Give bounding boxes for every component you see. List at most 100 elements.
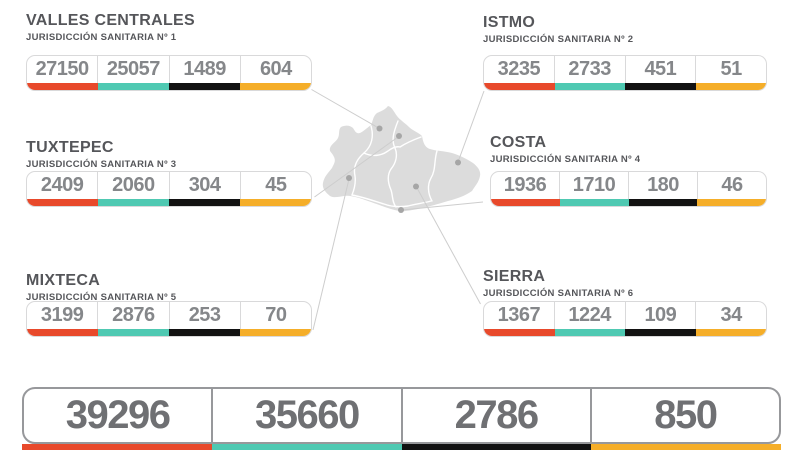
- stat-cell: 70: [241, 302, 311, 329]
- total-cell: 850: [592, 389, 779, 442]
- stat-value: 1367: [497, 304, 541, 326]
- stat-cell: 3235: [484, 56, 555, 83]
- color-strip: [27, 199, 311, 206]
- strip-black: [169, 83, 240, 90]
- strip-teal: [98, 83, 169, 90]
- stat-card: 2409 2060 304 45: [26, 171, 312, 207]
- strip-red: [22, 444, 212, 450]
- stat-value: 51: [720, 58, 743, 80]
- stat-value: 2060: [112, 174, 155, 196]
- strip-teal: [554, 83, 625, 90]
- strip-black: [625, 329, 696, 336]
- stat-cell: 451: [626, 56, 697, 83]
- stat-cell: 46: [698, 172, 766, 199]
- total-cell: 39296: [24, 389, 214, 442]
- strip-teal: [98, 329, 169, 336]
- region-mixteca: MIXTECA JURISDICCIÓN SANITARIA Nº 5 3199…: [26, 272, 312, 337]
- region-subtitle: JURISDICCIÓN SANITARIA Nº 2: [483, 34, 634, 45]
- strip-black: [401, 444, 592, 450]
- strip-black: [169, 329, 240, 336]
- stat-cell: 180: [629, 172, 698, 199]
- strip-teal: [554, 329, 625, 336]
- marker-mixteca: [346, 175, 352, 181]
- stat-value: 180: [647, 174, 679, 196]
- stat-cell: 25057: [98, 56, 170, 83]
- strip-red: [484, 329, 555, 336]
- stat-value: 25057: [106, 58, 161, 80]
- stat-value: 45: [265, 174, 287, 196]
- strip-teal: [559, 199, 629, 206]
- stat-value: 46: [721, 174, 743, 196]
- map-markers: [346, 125, 461, 213]
- strip-red: [27, 329, 98, 336]
- stat-value: 253: [188, 304, 221, 326]
- region-title: MIXTECA: [26, 272, 101, 289]
- connector-costa: [401, 201, 484, 211]
- connector-tuxtepec: [314, 136, 399, 198]
- stat-value: 34: [720, 304, 743, 326]
- strip-teal: [211, 444, 402, 450]
- region-subtitle: JURISDICCIÓN SANITARIA Nº 4: [490, 154, 641, 165]
- stat-cell: 1936: [491, 172, 560, 199]
- stat-card: 3199 2876 253 70: [26, 301, 312, 337]
- total-cell: 35660: [213, 389, 403, 442]
- totals-color-strip: [22, 444, 781, 450]
- color-strip: [27, 329, 311, 336]
- strip-black: [169, 199, 240, 206]
- stat-card: 27150 25057 1489 604: [26, 55, 312, 91]
- marker-tuxtepec: [396, 133, 402, 139]
- connector-istmo: [457, 90, 485, 163]
- total-value: 2786: [454, 393, 539, 437]
- color-strip: [27, 83, 311, 90]
- connector-sierra: [416, 186, 481, 305]
- stat-value: 2409: [40, 174, 84, 196]
- stat-cell: 253: [170, 302, 241, 329]
- stat-cell: 2060: [98, 172, 170, 199]
- stat-value: 1936: [503, 174, 547, 196]
- region-title: COSTA: [490, 134, 547, 151]
- total-cell: 2786: [403, 389, 592, 442]
- region-title: TUXTEPEC: [26, 139, 114, 156]
- strip-black: [625, 83, 696, 90]
- strip-red: [484, 83, 555, 90]
- region-subtitle: JURISDICCIÓN SANITARIA Nº 6: [483, 288, 634, 299]
- strip-yellow: [591, 444, 781, 450]
- stat-value: 3235: [497, 58, 541, 80]
- region-title: VALLES CENTRALES: [26, 12, 195, 29]
- stat-value: 2733: [568, 58, 611, 80]
- strip-yellow: [695, 83, 766, 90]
- stat-value: 604: [259, 58, 292, 80]
- total-value: 35660: [255, 393, 360, 437]
- stat-cell: 1489: [170, 56, 241, 83]
- color-strip: [484, 83, 766, 90]
- color-strip: [491, 199, 766, 206]
- stat-cell: 109: [626, 302, 697, 329]
- stat-value: 304: [188, 174, 221, 196]
- strip-teal: [98, 199, 169, 206]
- stat-cell: 2409: [27, 172, 99, 199]
- strip-red: [27, 199, 98, 206]
- stat-cell: 1710: [560, 172, 629, 199]
- stat-cell: 3199: [27, 302, 99, 329]
- stat-value: 109: [644, 304, 677, 326]
- stat-cell: 27150: [27, 56, 99, 83]
- strip-yellow: [240, 83, 311, 90]
- marker-costa: [398, 207, 404, 213]
- connector-valles-centrales: [311, 89, 380, 129]
- stat-cell: 2733: [555, 56, 626, 83]
- region-title: SIERRA: [483, 268, 546, 285]
- stat-card: 1936 1710 180 46: [490, 171, 767, 207]
- region-tuxtepec: TUXTEPEC JURISDICCIÓN SANITARIA Nº 3 240…: [26, 139, 312, 207]
- region-sierra: SIERRA JURISDICCIÓN SANITARIA Nº 6 1367 …: [483, 268, 767, 337]
- stat-cell: 1224: [555, 302, 626, 329]
- state-shape: [322, 106, 481, 212]
- marker-sierra: [413, 183, 419, 190]
- stat-cell: 1367: [484, 302, 555, 329]
- strip-black: [628, 199, 698, 206]
- strip-yellow: [695, 329, 766, 336]
- marker-istmo: [455, 159, 461, 166]
- stat-value: 2876: [112, 304, 155, 326]
- marker-valles-centrales: [376, 125, 383, 132]
